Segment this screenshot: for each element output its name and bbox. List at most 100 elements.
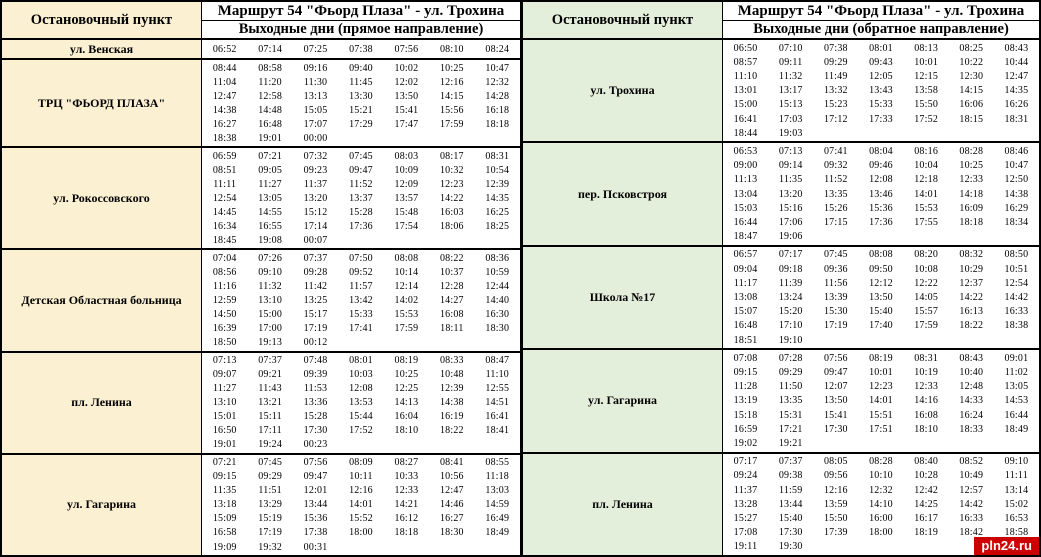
time-value: 17:36 bbox=[349, 220, 373, 232]
time-value: 07:08 bbox=[733, 352, 758, 364]
time-value: 00:23 bbox=[303, 439, 328, 451]
time-value: 13:29 bbox=[258, 499, 283, 511]
time-value: 10:49 bbox=[959, 470, 984, 482]
time-value: 08:56 bbox=[212, 266, 237, 278]
time-value: 08:09 bbox=[349, 457, 373, 469]
time-row: 19:09 19:32 00:31 bbox=[202, 540, 520, 554]
time-row: 19:11 19:30 bbox=[723, 540, 1039, 554]
time-value: 10:04 bbox=[914, 160, 939, 172]
stop-name: Школа №17 bbox=[523, 246, 723, 349]
time-value: 08:40 bbox=[914, 456, 939, 468]
time-row: 07:13 07:37 07:48 08:01 08:19 08:33 08:47 bbox=[202, 354, 520, 368]
time-value: 09:52 bbox=[349, 266, 373, 278]
time-value: 10:01 bbox=[869, 367, 893, 379]
time-value: 11:37 bbox=[303, 178, 328, 190]
time-value: 07:13 bbox=[778, 146, 803, 157]
time-value: 12:01 bbox=[303, 485, 328, 497]
time-value: 14:18 bbox=[959, 188, 984, 200]
time-value: 00:07 bbox=[303, 234, 328, 246]
time-value: 11:16 bbox=[213, 280, 237, 292]
time-value: 11:02 bbox=[1004, 367, 1029, 379]
time-value: 13:43 bbox=[869, 85, 893, 97]
time-value: 14:45 bbox=[212, 206, 237, 218]
time-value: 10:19 bbox=[914, 367, 939, 379]
route-title: Маршрут 54 "Фьорд Плаза" - ул. Трохина bbox=[202, 2, 520, 21]
stop-column-header: Остановочный пункт bbox=[2, 2, 202, 38]
time-value: 18:49 bbox=[1004, 423, 1029, 435]
time-value: 07:13 bbox=[212, 355, 237, 367]
time-value: 07:10 bbox=[778, 42, 803, 54]
time-value: 12:22 bbox=[914, 277, 939, 289]
time-value: 19:21 bbox=[778, 438, 803, 450]
time-row: 13:18 13:29 13:44 14:01 14:21 14:46 14:59 bbox=[202, 498, 520, 512]
time-value: 08:25 bbox=[959, 42, 984, 54]
time-value: 08:41 bbox=[439, 457, 464, 469]
time-value: 15:03 bbox=[733, 202, 758, 214]
time-value: 19:13 bbox=[258, 337, 283, 349]
time-value: 13:58 bbox=[914, 85, 939, 97]
time-value: 07:21 bbox=[212, 457, 237, 469]
time-row: 11:10 11:32 11:49 12:05 12:15 12:30 12:47 bbox=[723, 69, 1039, 83]
time-value: 12:12 bbox=[869, 277, 893, 289]
time-value: 17:03 bbox=[778, 113, 803, 125]
time-value: 10:59 bbox=[485, 266, 510, 278]
time-value: 16:08 bbox=[914, 409, 939, 421]
route-subtitle: Выходные дни (обратное направление) bbox=[753, 21, 1009, 37]
time-value: 16:06 bbox=[959, 99, 984, 111]
time-value: 07:56 bbox=[394, 43, 419, 55]
time-value: 16:08 bbox=[439, 309, 464, 321]
time-value: 19:11 bbox=[733, 541, 758, 553]
time-value: 16:13 bbox=[959, 306, 984, 318]
time-value: 16:53 bbox=[1004, 513, 1029, 525]
time-row: 19:01 19:24 00:23 bbox=[202, 438, 520, 452]
time-value: 12:50 bbox=[1004, 174, 1029, 186]
time-value: 09:40 bbox=[349, 62, 373, 74]
time-value: 12:23 bbox=[869, 381, 893, 393]
time-row: 16:27 16:48 17:07 17:29 17:47 17:59 18:18 bbox=[202, 117, 520, 131]
time-row: 06:50 07:10 07:38 08:01 08:13 08:25 08:43 bbox=[723, 41, 1039, 55]
time-row: 18:45 19:08 00:07 bbox=[202, 233, 520, 247]
time-value: 11:37 bbox=[733, 484, 758, 496]
time-value: 10:47 bbox=[1004, 160, 1029, 172]
time-value: 11:32 bbox=[779, 71, 803, 82]
time-value: 09:04 bbox=[733, 263, 758, 275]
time-value: 08:36 bbox=[485, 252, 510, 264]
time-row: 15:03 15:16 15:26 15:36 15:53 16:09 16:29 bbox=[723, 201, 1039, 215]
time-value: 15:00 bbox=[258, 309, 283, 321]
time-value: 08:28 bbox=[959, 146, 984, 157]
time-value: 08:05 bbox=[823, 456, 848, 468]
time-value: 10:47 bbox=[485, 62, 510, 74]
time-value: 14:59 bbox=[485, 499, 510, 511]
stop-name: Детская Областная больница bbox=[2, 250, 202, 351]
time-value: 15:17 bbox=[303, 309, 328, 321]
time-row: 11:11 11:27 11:37 11:52 12:09 12:23 12:39 bbox=[202, 177, 520, 191]
time-value: 08:46 bbox=[1004, 146, 1029, 157]
time-row: 14:38 14:48 15:05 15:21 15:41 15:56 16:18 bbox=[202, 103, 520, 117]
time-value: 12:32 bbox=[485, 76, 510, 88]
time-value: 11:11 bbox=[1004, 470, 1028, 482]
time-value: 16:24 bbox=[959, 409, 984, 421]
time-value: 19:08 bbox=[258, 234, 283, 246]
time-value: 18:10 bbox=[914, 423, 939, 435]
time-value: 16:30 bbox=[485, 309, 510, 321]
time-value: 14:33 bbox=[959, 395, 984, 407]
time-value: 10:14 bbox=[394, 266, 419, 278]
time-value: 18:30 bbox=[439, 527, 464, 539]
time-value: 13:35 bbox=[823, 188, 848, 200]
stop-column-header: Остановочный пункт bbox=[523, 2, 723, 38]
time-value: 17:07 bbox=[303, 118, 328, 130]
time-value: 14:48 bbox=[258, 104, 283, 116]
times-cell: 06:57 07:17 07:45 08:08 08:20 08:32 08:50 09:04… bbox=[723, 246, 1039, 349]
time-value: 09:05 bbox=[258, 164, 283, 176]
time-value: 09:18 bbox=[778, 263, 803, 275]
time-row: 12:47 12:58 13:13 13:30 13:50 14:15 14:28 bbox=[202, 89, 520, 103]
time-value: 19:01 bbox=[212, 439, 237, 451]
time-value: 11:52 bbox=[824, 174, 848, 186]
time-value: 15:36 bbox=[869, 202, 893, 214]
time-value: 15:52 bbox=[349, 513, 373, 525]
time-value: 15:40 bbox=[778, 513, 803, 525]
time-value: 15:05 bbox=[303, 104, 328, 116]
time-value: 07:37 bbox=[258, 355, 283, 367]
time-row: 11:13 11:35 11:52 12:08 12:18 12:33 12:50 bbox=[723, 173, 1039, 187]
time-value: 18:44 bbox=[733, 127, 758, 139]
